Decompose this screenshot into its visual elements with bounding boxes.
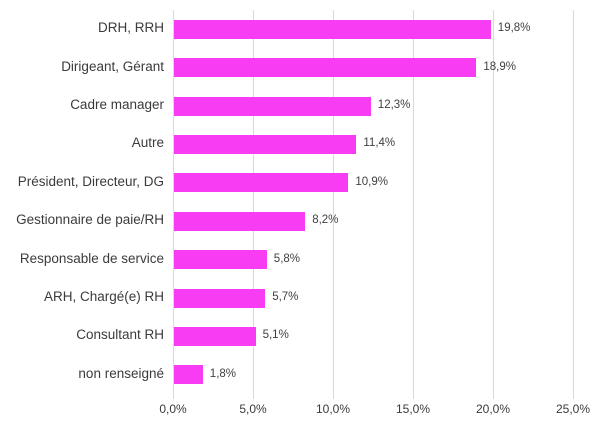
vertical-gridline [253,10,254,394]
bar-8 [174,288,266,308]
value-label: 19,8% [497,22,531,35]
x-axis-tick [493,394,494,399]
category-label: Responsable de service [19,250,164,266]
x-axis-tick [413,394,414,399]
value-label: 5,7% [272,291,299,303]
x-axis-tick [573,394,574,399]
category-label: Consultant RH [76,327,164,343]
category-label: Dirigeant, Gérant [61,58,164,74]
x-axis-tick [253,394,254,399]
x-axis-tick-label: 20,0% [475,402,511,416]
value-label: 11,4% [363,137,396,150]
category-label: ARH, Chargé(e) RH [43,289,164,304]
y-axis-line [173,10,174,394]
bar-7 [174,250,267,270]
x-axis-tick-label: 5,0% [239,402,267,416]
category-label: DRH, RRH [98,20,164,36]
bar-9 [174,326,256,346]
x-axis-tick-label: 0,0% [159,402,187,416]
category-label: Cadre manager [70,97,164,112]
x-axis-tick-label: 10,0% [315,402,351,416]
bar-10 [174,365,203,385]
category-label: Autre [131,135,164,151]
value-label: 8,2% [312,214,339,227]
value-label: 1,8% [209,367,237,380]
value-label: 5,8% [273,252,301,265]
x-axis-tick [173,394,174,399]
category-label: Président, Directeur, DG [17,173,164,189]
bar-2 [174,58,477,78]
category-label: Gestionnaire de paie/RH [16,212,164,228]
value-label: 5,1% [262,329,289,342]
vertical-gridline [573,10,574,394]
bar-5 [174,173,349,193]
vertical-gridline [493,10,494,394]
x-axis-tick-label: 15,0% [395,402,431,416]
value-label: 12,3% [377,99,411,111]
x-axis-tick-label: 25,0% [555,402,591,416]
value-label: 10,9% [355,175,388,188]
bar-1 [174,19,491,39]
bar-6 [174,211,306,231]
vertical-gridline [413,10,414,394]
bar-4 [174,134,357,154]
x-axis-tick [333,394,334,399]
vertical-gridline [333,10,334,394]
bar-3 [174,96,371,116]
category-label: non renseigné [78,365,164,381]
value-label: 18,9% [483,60,516,73]
